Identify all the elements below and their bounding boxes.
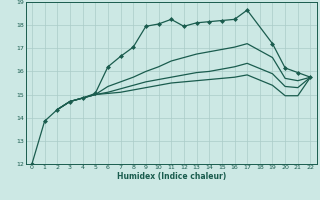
X-axis label: Humidex (Indice chaleur): Humidex (Indice chaleur) [116,172,226,181]
